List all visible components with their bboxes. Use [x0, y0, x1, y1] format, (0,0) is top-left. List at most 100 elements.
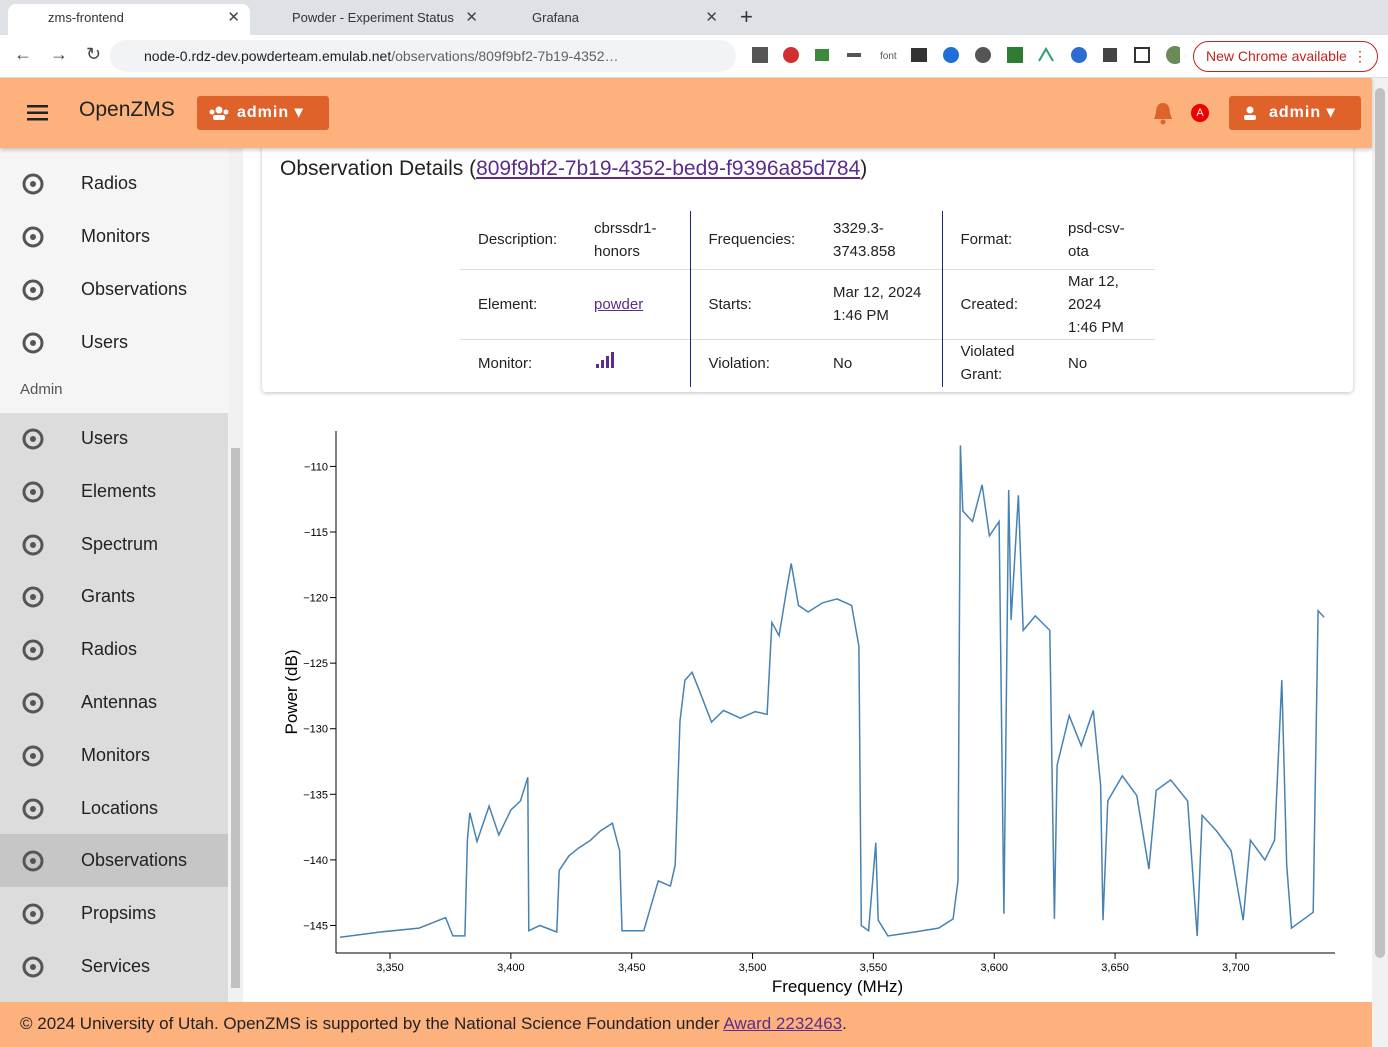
- y-tick-label: −145: [303, 920, 328, 932]
- x-tick-label: 3,350: [376, 962, 404, 974]
- nav-item[interactable]: Locations: [0, 782, 228, 835]
- app-header: OpenZMS admin ▾ A admin ▾: [0, 78, 1372, 148]
- tab[interactable]: Grafana ✕: [532, 9, 718, 26]
- detail-label: Created:: [942, 269, 1068, 339]
- nav-item[interactable]: Spectrum: [0, 518, 228, 571]
- detail-label: Starts:: [690, 269, 833, 339]
- update-button[interactable]: New Chrome available ⋮: [1193, 41, 1378, 72]
- nav-item[interactable]: Observations: [0, 263, 228, 316]
- sidebar-scrollbar: [229, 148, 243, 1002]
- tab-title: Grafana: [532, 10, 579, 25]
- cell-text: Frequencies:: [708, 231, 796, 249]
- nav-buttons[interactable]: ←→↻: [14, 44, 120, 64]
- nav-item[interactable]: Monitors: [0, 210, 228, 263]
- y-tick-label: −115: [304, 527, 328, 539]
- nav-item[interactable]: Grants: [0, 570, 228, 623]
- cell-text: Violated Grant:: [960, 343, 1015, 384]
- y-tick-label: −110: [304, 461, 328, 473]
- y-tick-label: −140: [303, 855, 328, 867]
- user-label: admin: [1269, 104, 1322, 121]
- detail-label: Frequencies:: [690, 211, 833, 269]
- nav-item[interactable]: Propsims: [0, 887, 228, 940]
- details-table: Description: cbrssdr1-honors Frequencies: 3…: [460, 211, 1155, 387]
- y-tick-label: −130: [303, 724, 328, 736]
- detail-label: Violated Grant:: [942, 339, 1068, 387]
- org-button[interactable]: admin ▾: [197, 96, 329, 130]
- details-row: Element: powder Starts: Mar 12, 2024 1:46 P…: [460, 269, 1155, 339]
- heading-text: Observation Details (: [280, 157, 477, 180]
- nav-label: Antennas: [81, 692, 158, 712]
- cell-text: psd-csv-ota: [1068, 219, 1125, 260]
- nav-item[interactable]: Radios: [0, 157, 228, 210]
- org-label: admin: [237, 104, 290, 121]
- nav-item[interactable]: Users: [0, 412, 228, 465]
- details-card: Observation Details (809f9bf2-7b19-4352-…: [262, 140, 1353, 392]
- y-axis-label: Power (dB): [282, 649, 301, 734]
- detail-label: Format:: [942, 211, 1068, 269]
- user-button[interactable]: admin ▾: [1229, 96, 1361, 130]
- detail-label: Monitor:: [460, 339, 594, 387]
- nav-label: Users: [81, 428, 129, 448]
- detail-value: Mar 12, 2024 1:46 PM: [833, 269, 943, 339]
- nav-item[interactable]: Services: [0, 940, 228, 993]
- new-tab[interactable]: +: [740, 4, 753, 29]
- tab-title: Powder - Experiment Status: [292, 10, 454, 25]
- cell-text: cbrssdr1-honors: [594, 219, 657, 260]
- y-tick-label: −125: [303, 658, 328, 670]
- nav-item[interactable]: Users: [0, 316, 228, 369]
- nav-label: Users: [81, 332, 129, 352]
- badge: A: [1191, 104, 1209, 122]
- award-link[interactable]: Award 2232463: [723, 1014, 843, 1033]
- nav-item[interactable]: Elements: [0, 465, 228, 518]
- url-host: node-0.rdz-dev.powderteam.emulab.net: [144, 48, 392, 64]
- details-row: Monitor: Violation: No Violated Grant: No: [460, 339, 1155, 387]
- notifications[interactable]: [1152, 101, 1174, 125]
- detail-value: No: [1068, 339, 1155, 387]
- detail-label: Description:: [460, 211, 594, 269]
- detail-label: Violation:: [690, 339, 833, 387]
- nav-label: Spectrum: [81, 533, 159, 554]
- nav-label: Monitors: [81, 226, 151, 246]
- y-tick-label: −135: [303, 789, 328, 801]
- nav-label: Grants: [81, 586, 136, 607]
- page-scrollbar: [1372, 78, 1388, 1047]
- heading-end: ): [860, 157, 868, 180]
- details-heading: Observation Details (809f9bf2-7b19-4352-…: [280, 157, 867, 181]
- x-tick-label: 3,700: [1222, 962, 1250, 974]
- x-axis-label: Frequency (MHz): [772, 977, 903, 996]
- menu-button[interactable]: [27, 105, 49, 121]
- url-path: /observations/809f9bf2-7b19-4352…: [391, 48, 619, 64]
- nav-label: Propsims: [81, 903, 157, 924]
- nav-item[interactable]: Observations: [0, 834, 228, 888]
- cell-text: Mar 12, 2024 1:46 PM: [1068, 272, 1124, 336]
- observation-id[interactable]: 809f9bf2-7b19-4352-bed9-f9396a85d784: [476, 157, 861, 180]
- extensions[interactable]: font: [750, 45, 1180, 69]
- detail-value: 3329.3-3743.858: [833, 211, 943, 269]
- update-text: New Chrome available: [1206, 48, 1347, 64]
- tab[interactable]: Powder - Experiment Status ✕: [292, 9, 478, 26]
- x-tick-label: 3,550: [860, 962, 888, 974]
- tab[interactable]: zms-frontend ✕: [8, 4, 250, 35]
- extension-label: font: [880, 51, 897, 62]
- footer-text: © 2024 University of Utah. OpenZMS is su…: [20, 1014, 724, 1033]
- nav-label: Radios: [81, 639, 138, 660]
- cell-text: Monitor:: [478, 354, 533, 372]
- y-tick-label: −120: [303, 593, 328, 605]
- nav-item[interactable]: Monitors: [0, 729, 228, 782]
- cell-text: No: [833, 354, 853, 372]
- cell-text[interactable]: powder: [594, 295, 644, 313]
- details-row: Description: cbrssdr1-honors Frequencies: 3…: [460, 211, 1155, 269]
- section-label: Admin: [20, 381, 63, 398]
- nav-item[interactable]: Radios: [0, 623, 228, 676]
- omnibox[interactable]: node-0.rdz-dev.powderteam.emulab.net/obs…: [110, 40, 736, 72]
- nav-label: Radios: [81, 173, 138, 193]
- detail-value: No: [833, 339, 943, 387]
- detail-value: cbrssdr1-honors: [594, 211, 691, 269]
- x-tick-label: 3,600: [980, 962, 1008, 974]
- nav-label: Services: [81, 956, 151, 976]
- detail-value: psd-csv-ota: [1068, 211, 1155, 269]
- x-tick-label: 3,500: [739, 962, 767, 974]
- nav-item[interactable]: Antennas: [0, 676, 228, 729]
- x-tick-label: 3,450: [618, 962, 646, 974]
